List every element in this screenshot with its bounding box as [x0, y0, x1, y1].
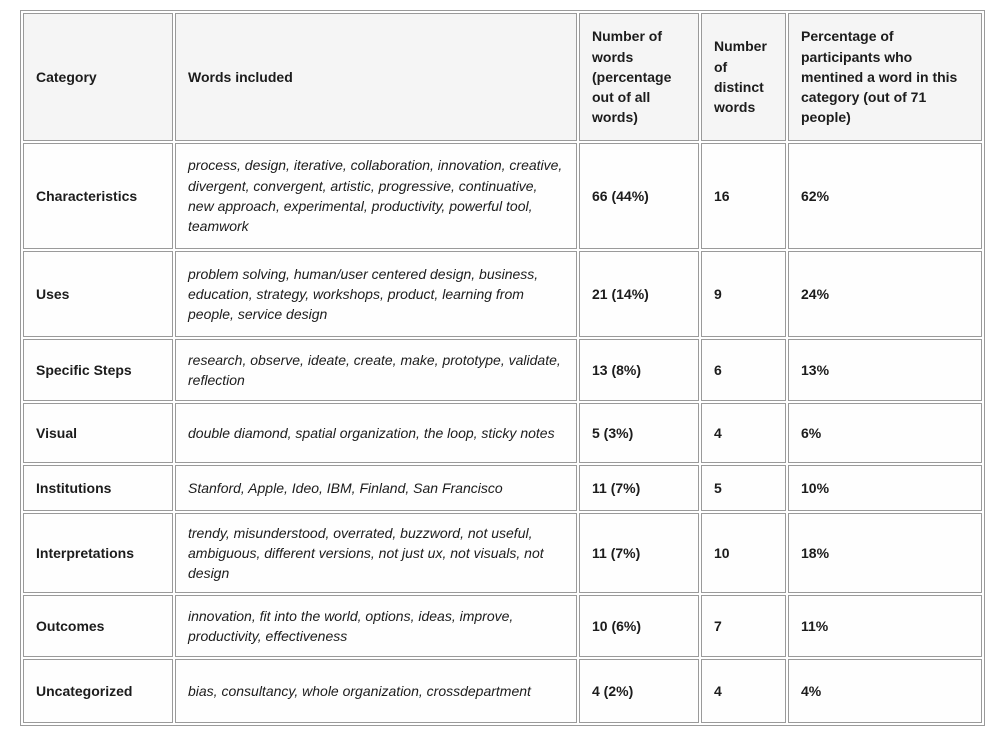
header-words-included: Words included: [175, 13, 577, 141]
words-included-cell: problem solving, human/user centered des…: [175, 251, 577, 337]
header-participants-percentage: Percentage of participants who mentined …: [788, 13, 982, 141]
table-row-interpretations: Interpretations trendy, misunderstood, o…: [23, 513, 982, 593]
words-included-cell: Stanford, Apple, Ideo, IBM, Finland, San…: [175, 465, 577, 511]
header-number-of-words: Number of words (percentage out of all w…: [579, 13, 699, 141]
words-included-cell: double diamond, spatial organization, th…: [175, 403, 577, 463]
words-included-cell: innovation, fit into the world, options,…: [175, 595, 577, 657]
distinct-words-cell: 4: [701, 403, 786, 463]
participants-pct-cell: 4%: [788, 659, 982, 723]
words-included-cell: process, design, iterative, collaboratio…: [175, 143, 577, 249]
table-header: Category Words included Number of words …: [23, 13, 982, 141]
table-row-characteristics: Characteristics process, design, iterati…: [23, 143, 982, 249]
distinct-words-cell: 16: [701, 143, 786, 249]
table-row-outcomes: Outcomes innovation, fit into the world,…: [23, 595, 982, 657]
participants-pct-cell: 10%: [788, 465, 982, 511]
table-body: Characteristics process, design, iterati…: [23, 143, 982, 723]
participants-pct-cell: 6%: [788, 403, 982, 463]
words-included-cell: research, observe, ideate, create, make,…: [175, 339, 577, 401]
word-count-cell: 13 (8%): [579, 339, 699, 401]
distinct-words-cell: 5: [701, 465, 786, 511]
header-row: Category Words included Number of words …: [23, 13, 982, 141]
category-cell: Specific Steps: [23, 339, 173, 401]
participants-pct-cell: 18%: [788, 513, 982, 593]
words-included-cell: trendy, misunderstood, overrated, buzzwo…: [175, 513, 577, 593]
distinct-words-cell: 10: [701, 513, 786, 593]
table-row-institutions: Institutions Stanford, Apple, Ideo, IBM,…: [23, 465, 982, 511]
table-row-visual: Visual double diamond, spatial organizat…: [23, 403, 982, 463]
word-count-cell: 10 (6%): [579, 595, 699, 657]
table-row-uncategorized: Uncategorized bias, consultancy, whole o…: [23, 659, 982, 723]
participants-pct-cell: 11%: [788, 595, 982, 657]
category-cell: Outcomes: [23, 595, 173, 657]
word-count-cell: 5 (3%): [579, 403, 699, 463]
header-distinct-words: Number of distinct words: [701, 13, 786, 141]
participants-pct-cell: 24%: [788, 251, 982, 337]
category-cell: Interpretations: [23, 513, 173, 593]
distinct-words-cell: 4: [701, 659, 786, 723]
category-cell: Uncategorized: [23, 659, 173, 723]
word-count-cell: 11 (7%): [579, 513, 699, 593]
distinct-words-cell: 9: [701, 251, 786, 337]
words-included-cell: bias, consultancy, whole organization, c…: [175, 659, 577, 723]
distinct-words-cell: 7: [701, 595, 786, 657]
word-categories-table: Category Words included Number of words …: [20, 10, 985, 726]
header-category: Category: [23, 13, 173, 141]
word-count-cell: 21 (14%): [579, 251, 699, 337]
category-cell: Institutions: [23, 465, 173, 511]
category-cell: Visual: [23, 403, 173, 463]
word-count-cell: 11 (7%): [579, 465, 699, 511]
category-cell: Characteristics: [23, 143, 173, 249]
participants-pct-cell: 13%: [788, 339, 982, 401]
category-cell: Uses: [23, 251, 173, 337]
word-count-cell: 66 (44%): [579, 143, 699, 249]
distinct-words-cell: 6: [701, 339, 786, 401]
participants-pct-cell: 62%: [788, 143, 982, 249]
table-row-specific-steps: Specific Steps research, observe, ideate…: [23, 339, 982, 401]
table-row-uses: Uses problem solving, human/user centere…: [23, 251, 982, 337]
word-count-cell: 4 (2%): [579, 659, 699, 723]
